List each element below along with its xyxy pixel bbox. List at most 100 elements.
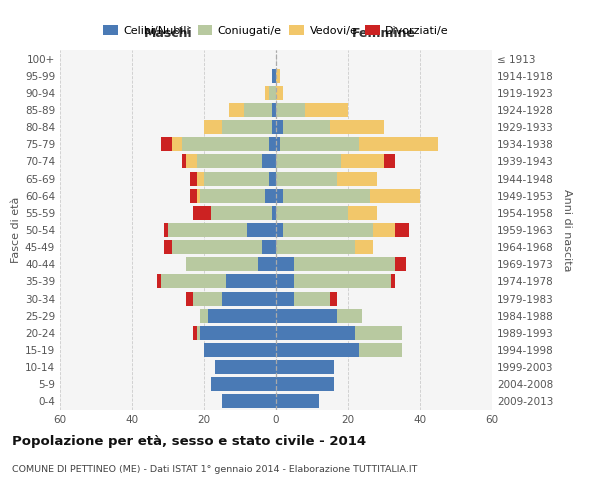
Bar bbox=[186, 292, 193, 306]
Bar bbox=[330, 120, 384, 134]
Bar bbox=[190, 172, 197, 185]
Bar bbox=[164, 240, 172, 254]
Bar bbox=[348, 206, 377, 220]
Bar bbox=[330, 292, 337, 306]
Bar bbox=[384, 154, 395, 168]
Bar bbox=[197, 326, 200, 340]
Bar bbox=[276, 240, 355, 254]
Bar bbox=[215, 360, 276, 374]
Bar bbox=[283, 120, 330, 134]
Bar bbox=[258, 258, 276, 272]
Bar bbox=[391, 274, 395, 288]
Bar bbox=[276, 378, 334, 392]
Bar bbox=[244, 103, 272, 117]
Bar bbox=[208, 308, 276, 322]
Bar bbox=[204, 120, 222, 134]
Bar bbox=[197, 188, 200, 202]
Bar bbox=[294, 258, 395, 272]
Bar bbox=[359, 343, 402, 357]
Bar bbox=[370, 188, 420, 202]
Bar bbox=[283, 223, 373, 237]
Legend: Celibi/Nubili, Coniugati/e, Vedovi/e, Divorziati/e: Celibi/Nubili, Coniugati/e, Vedovi/e, Di… bbox=[99, 20, 453, 40]
Bar bbox=[211, 206, 272, 220]
Bar bbox=[272, 206, 276, 220]
Bar bbox=[359, 138, 438, 151]
Bar bbox=[341, 154, 384, 168]
Bar bbox=[373, 223, 395, 237]
Bar bbox=[193, 206, 211, 220]
Bar bbox=[269, 86, 276, 100]
Bar bbox=[172, 240, 262, 254]
Bar bbox=[229, 103, 244, 117]
Text: COMUNE DI PETTINEO (ME) - Dati ISTAT 1° gennaio 2014 - Elaborazione TUTTITALIA.I: COMUNE DI PETTINEO (ME) - Dati ISTAT 1° … bbox=[12, 465, 418, 474]
Bar bbox=[276, 206, 348, 220]
Bar bbox=[276, 154, 341, 168]
Bar bbox=[272, 103, 276, 117]
Bar bbox=[276, 172, 337, 185]
Bar bbox=[204, 172, 269, 185]
Bar bbox=[222, 394, 276, 408]
Bar bbox=[276, 360, 334, 374]
Bar bbox=[182, 138, 269, 151]
Bar bbox=[182, 154, 186, 168]
Bar bbox=[276, 308, 337, 322]
Bar bbox=[265, 86, 269, 100]
Bar bbox=[337, 172, 377, 185]
Bar bbox=[294, 274, 391, 288]
Bar bbox=[222, 292, 276, 306]
Text: Maschi: Maschi bbox=[143, 26, 193, 40]
Bar bbox=[395, 223, 409, 237]
Bar bbox=[272, 120, 276, 134]
Bar bbox=[200, 188, 265, 202]
Bar bbox=[276, 138, 280, 151]
Text: Popolazione per età, sesso e stato civile - 2014: Popolazione per età, sesso e stato civil… bbox=[12, 435, 366, 448]
Bar bbox=[200, 308, 208, 322]
Bar bbox=[262, 154, 276, 168]
Bar bbox=[395, 258, 406, 272]
Bar bbox=[280, 138, 359, 151]
Bar bbox=[186, 154, 197, 168]
Bar bbox=[265, 188, 276, 202]
Bar bbox=[269, 172, 276, 185]
Bar bbox=[355, 326, 402, 340]
Y-axis label: Anni di nascita: Anni di nascita bbox=[562, 188, 572, 271]
Bar bbox=[197, 172, 204, 185]
Bar bbox=[161, 274, 226, 288]
Bar bbox=[276, 258, 294, 272]
Bar bbox=[337, 308, 362, 322]
Bar bbox=[276, 292, 294, 306]
Bar bbox=[276, 103, 305, 117]
Bar bbox=[211, 378, 276, 392]
Bar bbox=[355, 240, 373, 254]
Bar bbox=[193, 292, 222, 306]
Bar bbox=[276, 223, 283, 237]
Bar bbox=[190, 188, 197, 202]
Bar bbox=[276, 120, 283, 134]
Bar bbox=[276, 326, 355, 340]
Bar bbox=[200, 326, 276, 340]
Bar bbox=[222, 120, 272, 134]
Bar bbox=[283, 188, 370, 202]
Bar bbox=[276, 343, 359, 357]
Bar bbox=[305, 103, 348, 117]
Bar bbox=[172, 138, 182, 151]
Bar bbox=[164, 223, 168, 237]
Bar bbox=[168, 223, 247, 237]
Y-axis label: Fasce di età: Fasce di età bbox=[11, 197, 21, 263]
Bar bbox=[276, 394, 319, 408]
Bar bbox=[247, 223, 276, 237]
Bar bbox=[197, 154, 262, 168]
Bar bbox=[193, 326, 197, 340]
Bar bbox=[204, 343, 276, 357]
Bar bbox=[276, 86, 283, 100]
Bar bbox=[161, 138, 172, 151]
Bar bbox=[226, 274, 276, 288]
Bar bbox=[276, 68, 280, 82]
Bar bbox=[269, 138, 276, 151]
Bar bbox=[276, 188, 283, 202]
Text: Femmine: Femmine bbox=[352, 26, 416, 40]
Bar bbox=[294, 292, 330, 306]
Bar bbox=[186, 258, 258, 272]
Bar bbox=[276, 274, 294, 288]
Bar bbox=[272, 68, 276, 82]
